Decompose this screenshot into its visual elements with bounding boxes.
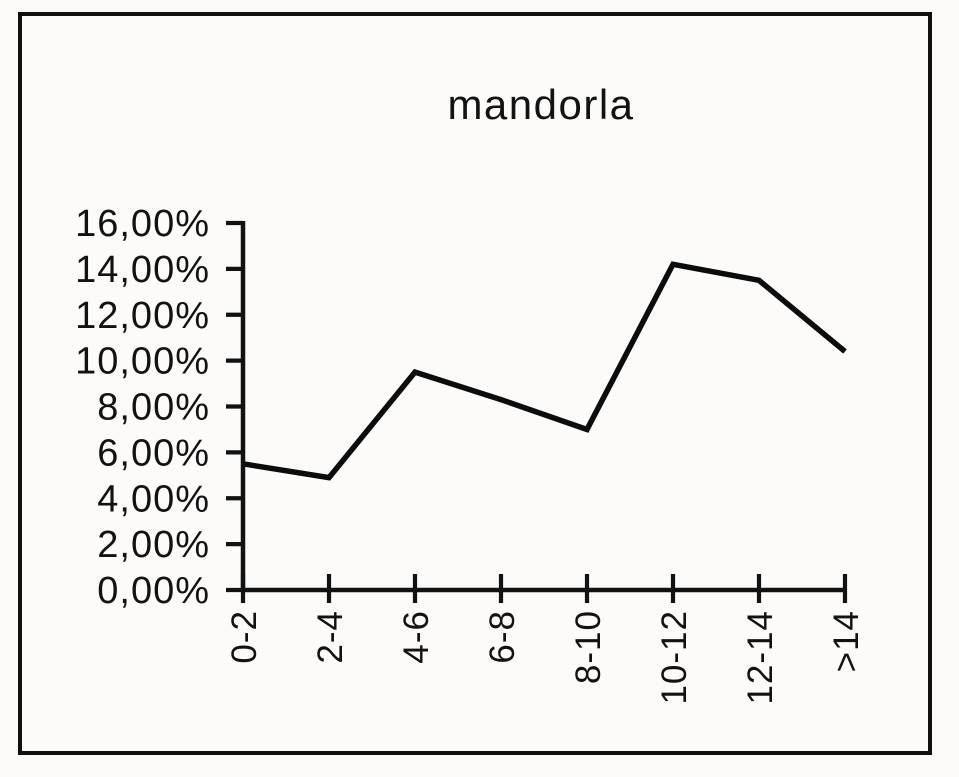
y-tick-label: 2,00% xyxy=(97,524,210,566)
y-tick-label: 12,00% xyxy=(75,295,210,337)
y-tick-label: 0,00% xyxy=(97,570,210,612)
x-tick-label: 8-10 xyxy=(569,610,608,684)
data-series xyxy=(242,261,847,481)
x-tick-label: 10-12 xyxy=(655,610,694,705)
chart-frame xyxy=(18,12,932,755)
x-tick-label: 0-2 xyxy=(225,610,264,664)
x-tick-label: >14 xyxy=(827,610,866,672)
y-tick-label: 4,00% xyxy=(97,478,210,520)
y-tick-label: 16,00% xyxy=(75,203,210,245)
y-tick-label: 6,00% xyxy=(97,432,210,474)
y-tick-label: 8,00% xyxy=(97,387,210,429)
x-axis: 0-2 2-4 4-6 6-8 8-10 10-12 12-14 >14 xyxy=(225,574,866,705)
x-tick-label: 4-6 xyxy=(397,610,436,664)
x-tick-label: 6-8 xyxy=(483,610,522,664)
chart-title: mandorla xyxy=(447,81,634,128)
y-tick-label: 14,00% xyxy=(75,249,210,291)
y-tick-label: 10,00% xyxy=(75,341,210,383)
x-tick-label: 12-14 xyxy=(741,610,780,705)
x-tick-label: 2-4 xyxy=(311,610,350,664)
series-line-mandorla xyxy=(242,261,847,481)
y-axis: 16,00%14,00%12,00%10,00%8,00%6,00%4,00%2… xyxy=(75,203,246,612)
